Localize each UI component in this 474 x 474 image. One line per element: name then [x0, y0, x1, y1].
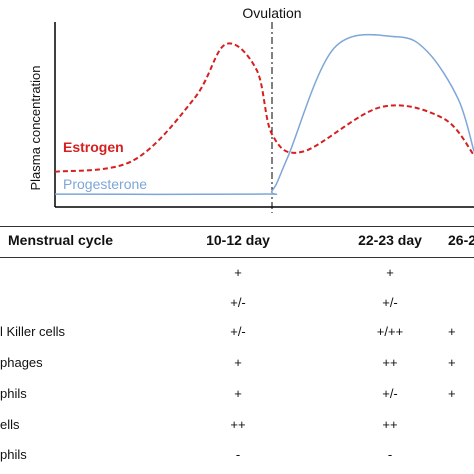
table-header-rule — [0, 257, 474, 258]
cell-day-26: + — [448, 355, 456, 370]
series-label-estrogen: Estrogen — [63, 139, 124, 155]
cell-day-10-12: + — [234, 386, 242, 401]
cell-day-22-23: ++ — [382, 355, 398, 370]
cell-day-10-12: - — [235, 447, 241, 462]
series-line-progesterone — [54, 33, 474, 196]
row-label: phils — [0, 386, 27, 401]
table-row: +/- +/- — [0, 295, 474, 325]
cell-day-10-12: + — [234, 355, 242, 370]
cell-day-22-23: - — [387, 447, 393, 462]
hormone-chart: Ovulation Plasma concentration Estrogen … — [28, 5, 474, 213]
table-row: + + — [0, 265, 474, 295]
table-row: phils + +/- + — [0, 386, 474, 416]
menstrual-cycle-table: Menstrual cycle 10-12 day 22-23 day 26-2… — [0, 226, 474, 474]
header-cell-day-26: 26-2 — [448, 232, 474, 248]
header-cell-day-22-23: 22-23 day — [358, 232, 422, 248]
cell-day-22-23: + — [386, 265, 394, 280]
cell-day-10-12: +/- — [230, 295, 246, 310]
cell-day-26: + — [448, 386, 456, 401]
cell-day-22-23: ++ — [382, 417, 398, 432]
header-cell-label: Menstrual cycle — [8, 232, 114, 248]
y-axis-label: Plasma concentration — [28, 65, 43, 190]
cell-day-10-12: + — [234, 265, 242, 280]
table-row: phages + ++ + — [0, 355, 474, 385]
header-cell-day-10-12: 10-12 day — [206, 232, 270, 248]
series-line-estrogen — [54, 42, 474, 173]
table-header-row: Menstrual cycle 10-12 day 22-23 day 26-2 — [0, 232, 474, 262]
table-top-rule — [0, 226, 474, 227]
table-row: l Killer cells +/- +/++ + — [0, 324, 474, 354]
cell-day-26: + — [448, 324, 456, 339]
cell-day-10-12: +/- — [230, 324, 246, 339]
series-label-progesterone: Progesterone — [63, 176, 147, 192]
table-row: ells ++ ++ — [0, 417, 474, 447]
cell-day-22-23: +/- — [382, 386, 398, 401]
cell-day-10-12: ++ — [230, 417, 246, 432]
row-label: phils — [0, 447, 27, 462]
ovulation-label: Ovulation — [242, 5, 301, 21]
row-label: l Killer cells — [0, 324, 66, 339]
row-label: ells — [0, 417, 20, 432]
row-label: phages — [0, 355, 43, 370]
cell-day-22-23: +/++ — [376, 324, 404, 339]
table-row: phils - - — [0, 447, 474, 474]
cell-day-22-23: +/- — [382, 295, 398, 310]
